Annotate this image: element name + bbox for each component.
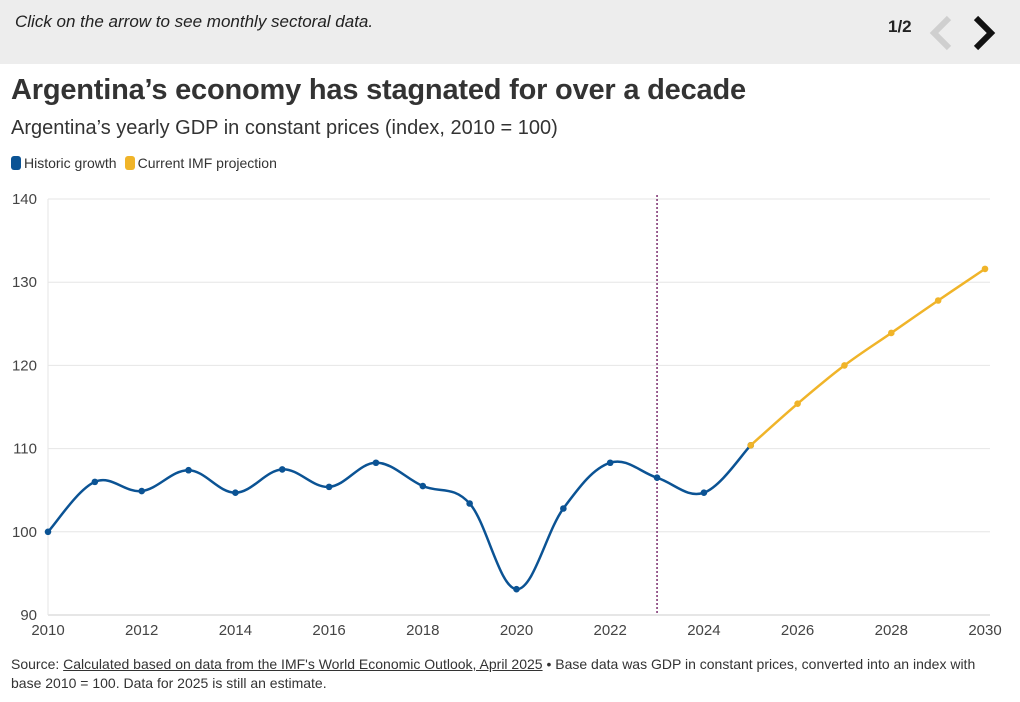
legend-swatch-historic (11, 156, 21, 170)
y-tick-label-90: 90 (20, 607, 37, 624)
chart-title: Argentina’s economy has stagnated for ov… (11, 74, 746, 106)
x-tick-label-2018: 2018 (406, 622, 439, 639)
data-point-current-imf-projection-2029 (934, 297, 942, 304)
data-point-historic-growth-2014 (232, 489, 239, 496)
top-bar: Click on the arrow to see monthly sector… (0, 0, 1020, 64)
data-point-historic-growth-2010 (44, 528, 52, 536)
gdp-line-chart: 90 100 110 120 130 140 2010 2012 2014 2016 2018 202… (12, 191, 1002, 639)
source-note: Source: Calculated based on data from th… (11, 655, 1001, 693)
y-tick-label-100: 100 (12, 524, 37, 541)
data-point-historic-growth-2016 (325, 483, 333, 491)
data-point-current-imf-projection-2030 (981, 265, 989, 273)
y-tick-label-110: 110 (13, 441, 37, 458)
page-indicator: 1/2 (888, 17, 912, 36)
x-tick-label-2014: 2014 (219, 622, 252, 639)
data-point-current-imf-projection-2025 (747, 441, 755, 449)
legend-swatch-projection (124, 156, 135, 170)
data-point-current-imf-projection-2026 (794, 400, 801, 407)
data-point-historic-growth-2018 (419, 482, 427, 490)
x-tick-label-2030: 2030 (968, 622, 1001, 639)
chart-legend: Historic growth Current IMF projection (11, 155, 285, 171)
data-point-historic-growth-2017 (372, 459, 380, 467)
source-link[interactable]: Calculated based on data from the IMF's … (63, 656, 543, 672)
x-tick-label-2026: 2026 (781, 622, 814, 639)
instruction-text: Click on the arrow to see monthly sector… (15, 12, 374, 31)
previous-chart-button[interactable] (924, 12, 960, 54)
data-point-historic-growth-2021 (560, 505, 567, 512)
data-point-historic-growth-2011 (91, 478, 99, 486)
x-tick-label-2012: 2012 (125, 622, 158, 639)
data-point-historic-growth-2022 (606, 459, 614, 467)
legend-label-historic: Historic growth (24, 155, 117, 171)
data-point-historic-growth-2020 (513, 585, 520, 593)
x-tick-label-2028: 2028 (875, 622, 908, 639)
legend-item-historic: Historic growth (11, 155, 117, 171)
data-point-historic-growth-2015 (278, 466, 286, 473)
y-tick-label-120: 120 (12, 357, 37, 374)
data-point-historic-growth-2023 (653, 474, 661, 482)
x-tick-label-2024: 2024 (687, 622, 720, 639)
source-prefix: Source: (11, 656, 64, 672)
chevron-right-icon (973, 15, 996, 51)
x-tick-label-2010: 2010 (31, 622, 64, 639)
data-point-historic-growth-2012 (138, 487, 145, 495)
source-suffix: • Base data was GDP in constant prices, … (11, 656, 976, 691)
x-tick-label-2016: 2016 (312, 622, 345, 639)
series-line-historic-growth (47, 444, 752, 591)
x-tick-label-2020: 2020 (500, 622, 533, 639)
data-point-historic-growth-2019 (466, 500, 473, 507)
data-point-current-imf-projection-2027 (841, 362, 848, 369)
legend-label-projection: Current IMF projection (137, 155, 277, 171)
chart-subtitle: Argentina’s yearly GDP in constant price… (11, 117, 558, 139)
legend-item-projection: Current IMF projection (124, 155, 277, 171)
y-tick-label-130: 130 (12, 274, 37, 291)
data-point-current-imf-projection-2028 (888, 329, 895, 337)
x-tick-label-2022: 2022 (594, 622, 627, 639)
y-tick-label-140: 140 (12, 191, 37, 208)
next-chart-button[interactable] (966, 12, 1002, 54)
series-line-current-imf-projection (749, 267, 986, 447)
data-point-historic-growth-2024 (700, 489, 708, 496)
chevron-left-icon (929, 15, 952, 51)
data-point-historic-growth-2013 (185, 466, 192, 474)
